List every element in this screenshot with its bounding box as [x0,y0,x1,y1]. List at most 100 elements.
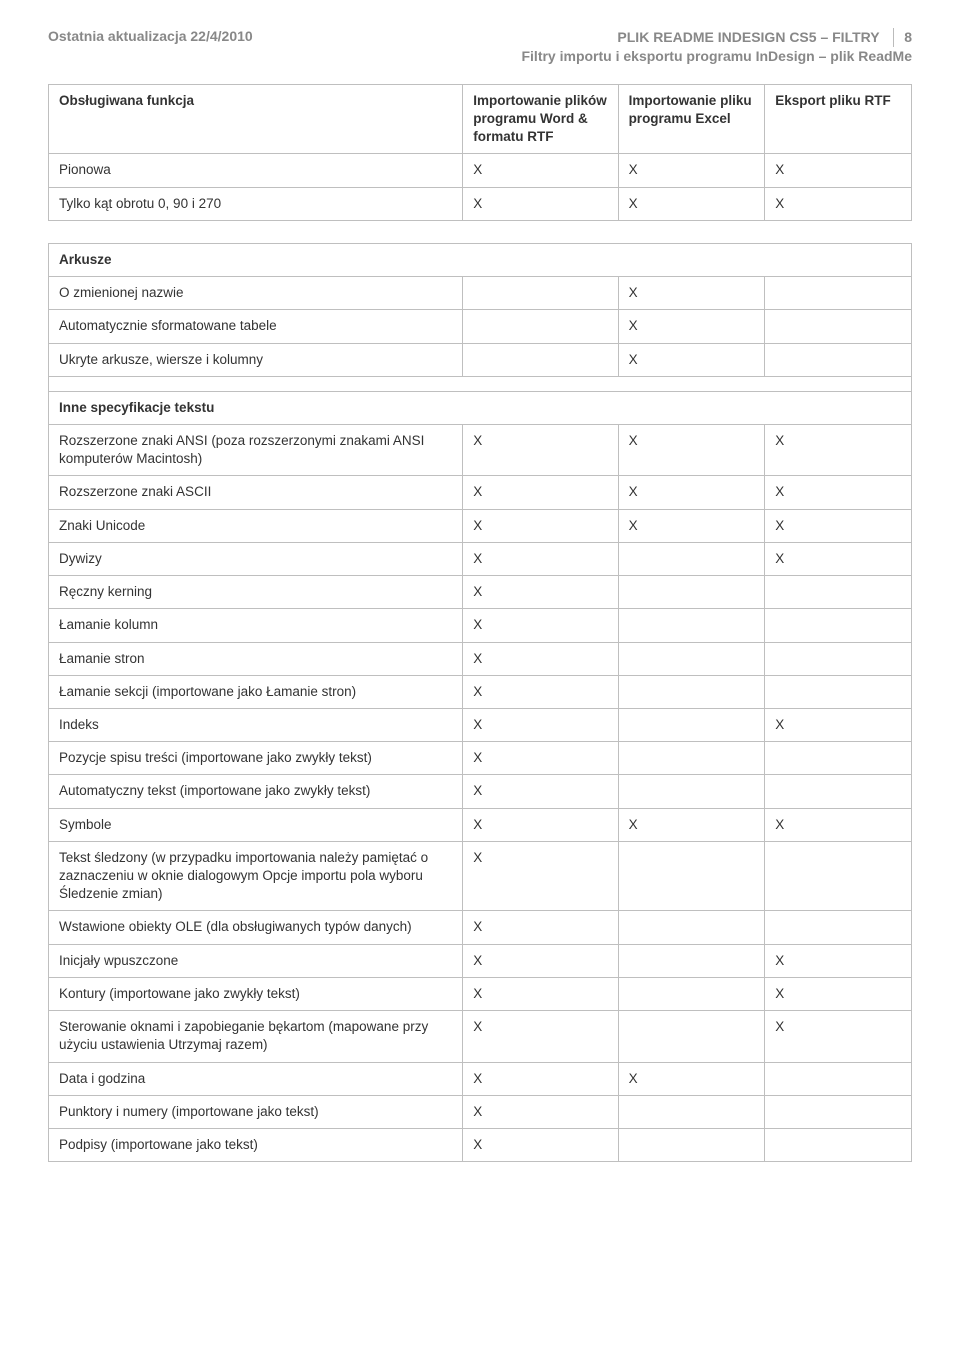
table-row: Inicjały wpuszczone X X [49,944,912,977]
header-right: PLIK README INDESIGN CS5 – FILTRY 8 Filt… [521,28,912,66]
table-row: Ręczny kerning X [49,576,912,609]
table-row: Punktory i numery (importowane jako teks… [49,1095,912,1128]
cell-b: X [463,509,618,542]
cell-feature: Automatyczny tekst (importowane jako zwy… [49,775,463,808]
cell-b: X [463,576,618,609]
table-row: Dywizy X X [49,542,912,575]
cell-c [618,642,765,675]
cell-feature: Rozszerzone znaki ANSI (poza rozszerzony… [49,424,463,475]
table-row: Wstawione obiekty OLE (dla obsługiwanych… [49,911,912,944]
cell-c: X [618,310,765,343]
cell-b: X [463,977,618,1010]
page-number: 8 [893,28,912,47]
table-row: Łamanie stron X [49,642,912,675]
cell-feature: Pozycje spisu treści (importowane jako z… [49,742,463,775]
table-row: Rozszerzone znaki ASCII X X X [49,476,912,509]
cell-feature: Automatycznie sformatowane tabele [49,310,463,343]
cell-d: X [765,808,912,841]
cell-c [618,1011,765,1062]
cell-c [618,775,765,808]
cell-b: X [463,808,618,841]
cell-d [765,911,912,944]
table-row: Pozycje spisu treści (importowane jako z… [49,742,912,775]
table-row: Ukryte arkusze, wiersze i kolumny X [49,343,912,376]
col-header-b: Importowanie plików programu Word & form… [463,84,618,154]
cell-b: X [463,944,618,977]
section-spacer [49,376,912,391]
cell-c: X [618,1062,765,1095]
cell-b: X [463,1095,618,1128]
cell-b: X [463,542,618,575]
cell-feature: Wstawione obiekty OLE (dla obsługiwanych… [49,911,463,944]
cell-c [618,675,765,708]
table-row: O zmienionej nazwie X [49,277,912,310]
cell-d: X [765,509,912,542]
table-row: Automatycznie sformatowane tabele X [49,310,912,343]
cell-d [765,609,912,642]
cell-c: X [618,187,765,220]
cell-c [618,841,765,911]
cell-feature: Indeks [49,708,463,741]
table-row: Automatyczny tekst (importowane jako zwy… [49,775,912,808]
cell-c [618,1129,765,1162]
cell-feature: Symbole [49,808,463,841]
cell-b [463,277,618,310]
cell-c [618,708,765,741]
cell-d [765,642,912,675]
cell-c [618,1095,765,1128]
cell-d: X [765,476,912,509]
cell-b: X [463,742,618,775]
table-row: Łamanie sekcji (importowane jako Łamanie… [49,675,912,708]
cell-feature: Tylko kąt obrotu 0, 90 i 270 [49,187,463,220]
cell-b: X [463,841,618,911]
cell-feature: O zmienionej nazwie [49,277,463,310]
cell-d [765,576,912,609]
cell-b: X [463,675,618,708]
section-inne: Inne specyfikacje tekstu [49,391,912,424]
cell-d: X [765,1011,912,1062]
cell-d: X [765,424,912,475]
cell-feature: Punktory i numery (importowane jako teks… [49,1095,463,1128]
cell-b: X [463,708,618,741]
cell-d [765,841,912,911]
header-update-date: Ostatnia aktualizacja 22/4/2010 [48,28,253,44]
cell-b: X [463,775,618,808]
cell-feature: Ręczny kerning [49,576,463,609]
cell-d: X [765,187,912,220]
table-row: Pionowa X X X [49,154,912,187]
cell-b: X [463,187,618,220]
cell-c [618,944,765,977]
cell-b: X [463,1062,618,1095]
col-header-c: Importowanie pliku programu Excel [618,84,765,154]
cell-feature: Łamanie stron [49,642,463,675]
cell-b: X [463,424,618,475]
page: Ostatnia aktualizacja 22/4/2010 PLIK REA… [0,0,960,1224]
cell-d [765,675,912,708]
cell-b: X [463,476,618,509]
table-row: Łamanie kolumn X [49,609,912,642]
cell-c: X [618,277,765,310]
cell-b: X [463,642,618,675]
cell-d [765,1129,912,1162]
cell-feature: Łamanie kolumn [49,609,463,642]
cell-d [765,1062,912,1095]
table-row: Znaki Unicode X X X [49,509,912,542]
cell-b: X [463,154,618,187]
cell-b: X [463,1011,618,1062]
cell-d: X [765,977,912,1010]
cell-c: X [618,343,765,376]
cell-feature: Tekst śledzony (w przypadku importowania… [49,841,463,911]
cell-b: X [463,609,618,642]
table-row: Sterowanie oknami i zapobieganie bękarto… [49,1011,912,1062]
cell-c [618,609,765,642]
table-row: Data i godzina X X [49,1062,912,1095]
cell-c: X [618,808,765,841]
cell-b [463,310,618,343]
cell-feature: Inicjały wpuszczone [49,944,463,977]
cell-c [618,977,765,1010]
cell-d [765,775,912,808]
section-arkusze: Arkusze [49,243,912,276]
header-title-line1: PLIK README INDESIGN CS5 – FILTRY [617,29,879,45]
cell-d [765,1095,912,1128]
section-title-inne: Inne specyfikacje tekstu [49,391,912,424]
